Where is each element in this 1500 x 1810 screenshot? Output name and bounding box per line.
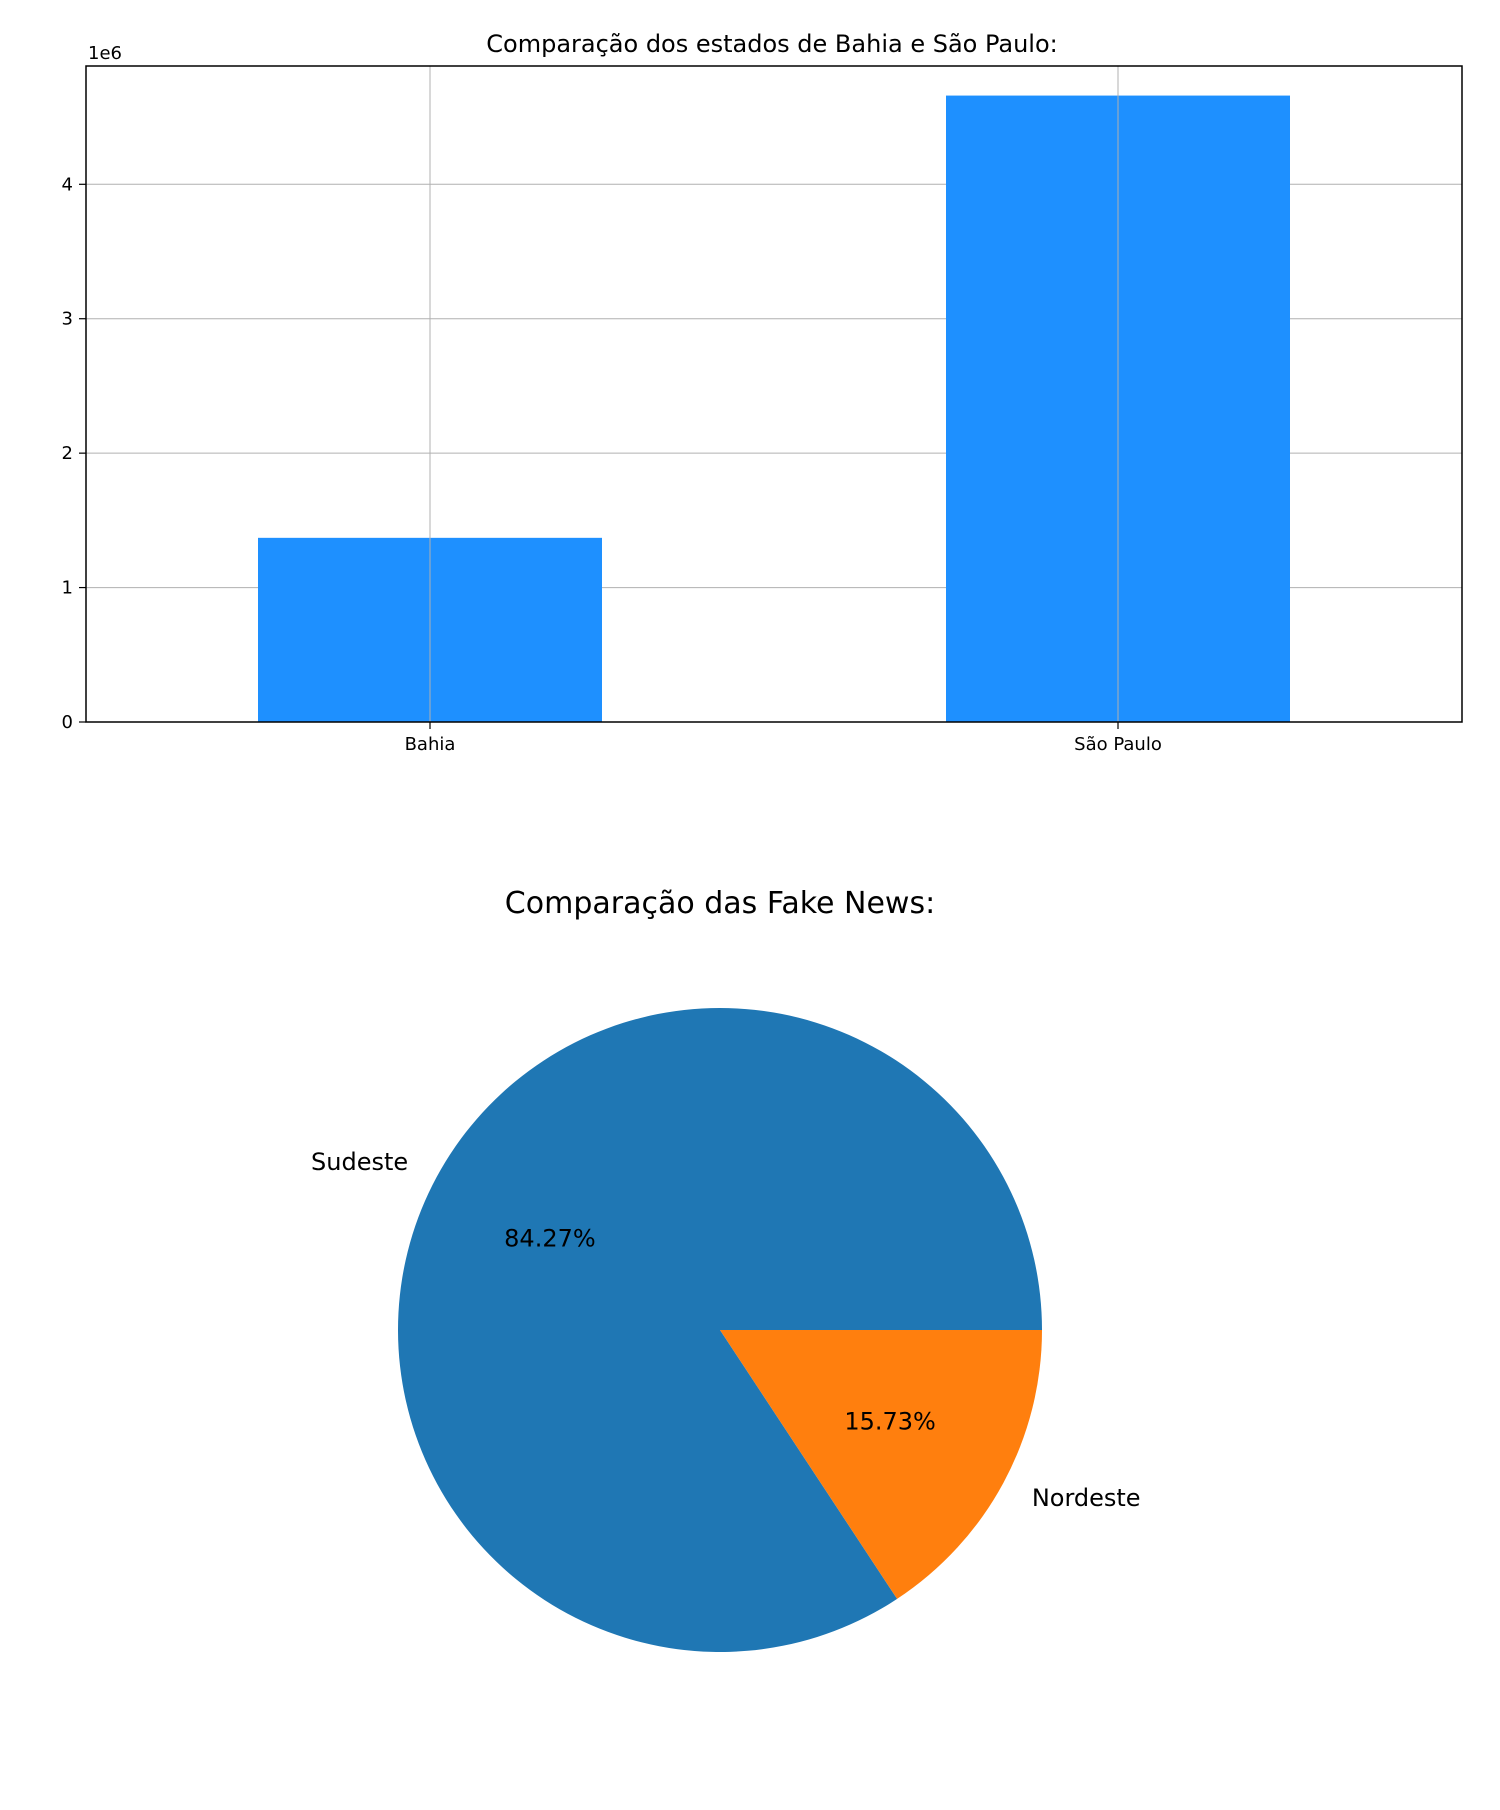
pie-slices xyxy=(398,1008,1042,1652)
x-tick-label: São Paulo xyxy=(1074,734,1162,755)
x-ticks: Bahia São Paulo xyxy=(405,722,1162,755)
y-tick-label: 3 xyxy=(62,309,73,330)
x-tick-label: Bahia xyxy=(405,734,456,755)
pie-chart: Comparação das Fake News: Sudeste 84.27% N… xyxy=(311,886,1141,1652)
y-tick-label: 0 xyxy=(62,712,73,733)
y-ticks: 0 1 2 3 4 xyxy=(62,174,86,733)
pie-labels: Sudeste 84.27% Nordeste 15.73% xyxy=(311,1148,1141,1512)
pie-slice xyxy=(720,1330,1042,1599)
y-tick-label: 1 xyxy=(62,578,73,599)
x-gridlines xyxy=(429,66,1119,722)
y-axis-offset-label: 1e6 xyxy=(88,43,122,64)
y-tick-label: 2 xyxy=(62,443,73,464)
pie-slice-label: Nordeste xyxy=(1032,1484,1141,1512)
pie-slice-label: Sudeste xyxy=(311,1148,408,1176)
pie-chart-title: Comparação das Fake News: xyxy=(505,886,935,921)
bar-chart-title: Comparação dos estados de Bahia e São Pa… xyxy=(486,30,1057,58)
pie-slice-percentage: 84.27% xyxy=(504,1224,596,1252)
pie-slice xyxy=(398,1008,1042,1652)
plot-frame xyxy=(85,65,1463,723)
bars xyxy=(258,95,1290,722)
pie-slice-percentage: 15.73% xyxy=(844,1408,936,1436)
y-tick-label: 4 xyxy=(62,174,73,195)
bar-chart: Comparação dos estados de Bahia e São Pa… xyxy=(62,30,1463,755)
